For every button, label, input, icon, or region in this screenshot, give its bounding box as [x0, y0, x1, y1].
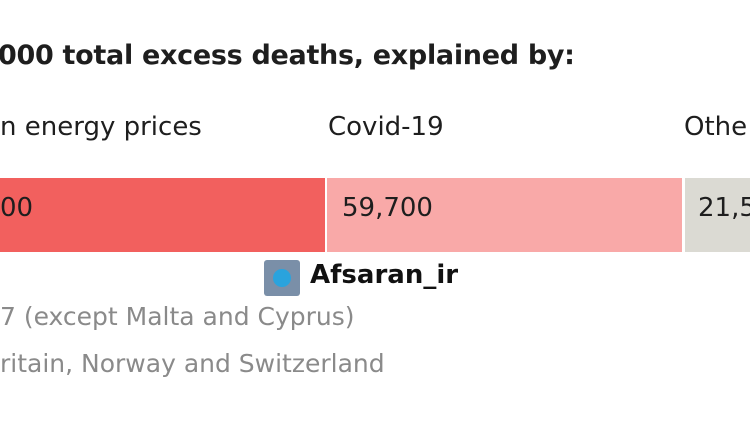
footnote: ritain, Norway and Switzerland	[0, 349, 385, 378]
watermark: Afsaran_ir	[310, 260, 459, 290]
bar-segment	[0, 178, 325, 252]
segment-label: n energy prices	[0, 112, 202, 142]
segment-label: Covid-19	[328, 112, 444, 142]
segment-value: 21,5	[698, 193, 750, 223]
segment-label: Othe	[684, 112, 748, 142]
bar-segment	[327, 178, 682, 252]
bar-segment	[685, 178, 750, 252]
title: 000 total excess deaths, explained by:	[0, 40, 575, 71]
telegram-icon	[264, 260, 300, 296]
segment-value: 59,700	[342, 193, 433, 223]
segment-value: 00	[0, 193, 34, 223]
footnote: 7 (except Malta and Cyprus)	[0, 302, 355, 331]
